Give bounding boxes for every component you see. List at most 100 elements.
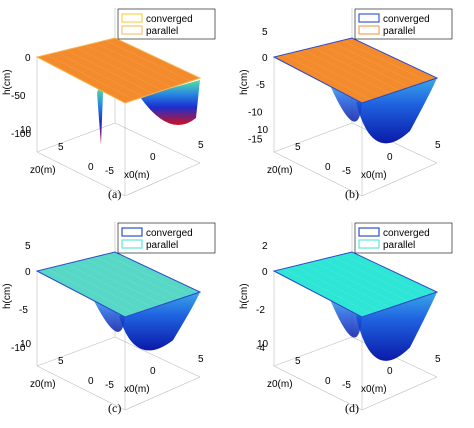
y-tick-label: 5 [58, 142, 64, 153]
z-tick-label: -10 [248, 107, 263, 118]
z-tick-label: -100 [11, 129, 31, 140]
z-tick-label: 0 [262, 267, 268, 278]
z-tick-label: -5 [19, 305, 28, 316]
x-tick-label: 0 [387, 366, 393, 377]
legend-label: converged [146, 228, 193, 239]
x-tick-label: 5 [435, 354, 441, 365]
y-tick-label: 5 [295, 356, 301, 367]
y-tick-label: 0 [88, 162, 94, 173]
x-axis-label: x0(m) [361, 170, 387, 181]
y-tick-label: 10 [20, 339, 32, 350]
surface-fold [329, 297, 362, 338]
surface-fold [329, 83, 362, 122]
surface-gridline [312, 261, 400, 305]
surface-top [272, 251, 439, 318]
x-tick-label: 0 [150, 152, 156, 163]
surface-gridline [303, 49, 391, 94]
surface-gridline [46, 268, 135, 315]
surface-top [35, 37, 202, 104]
surface-fold [356, 292, 437, 361]
axis-line [273, 151, 363, 197]
surface-gridline [332, 256, 419, 299]
y-axis-label: z0(m) [30, 379, 56, 390]
x-tick-label: 5 [198, 140, 204, 151]
figure-caption: (c) [108, 401, 121, 415]
surface-gridline [342, 40, 428, 82]
y-tick-label: 10 [257, 125, 269, 136]
surface-gridline [46, 54, 135, 101]
z-axis-label: h(cm) [2, 283, 13, 309]
z-tick-label: -4 [256, 343, 265, 354]
z-tick-label: 0 [25, 267, 31, 278]
y-tick-label: 5 [295, 142, 301, 153]
surface-gridline [85, 258, 173, 302]
x-axis-label: x0(m) [124, 170, 150, 181]
legend-swatch [358, 25, 380, 35]
surface-gridline [322, 258, 410, 302]
x-tick-label: 5 [435, 140, 441, 151]
surface-gridline [75, 47, 163, 91]
x-axis-label: x0(m) [124, 384, 150, 395]
surface-gridline [283, 54, 372, 101]
x-tick-label: 0 [150, 366, 156, 377]
y-tick-label: 5 [58, 356, 64, 367]
z-tick-label: -50 [11, 91, 26, 102]
y-tick-label: 0 [325, 376, 331, 387]
axis-line [273, 336, 353, 367]
legend-label: converged [383, 228, 430, 239]
legend-label: parallel [383, 240, 415, 251]
surface-spike [97, 87, 103, 145]
axis-line [351, 122, 438, 164]
axis-line [36, 122, 116, 153]
x-tick-label: 0 [387, 152, 393, 163]
axis-line [36, 336, 116, 367]
y-tick-label: 0 [325, 162, 331, 173]
y-tick-label: 10 [257, 339, 269, 350]
axes-box [36, 8, 201, 197]
surface-gridline [322, 44, 410, 88]
legend-swatch [358, 239, 380, 249]
surface-gridline [303, 263, 391, 308]
legend-swatch [121, 13, 143, 23]
surface-gridline [66, 49, 154, 94]
x-axis-label: x0(m) [361, 384, 387, 395]
y-tick-label: 0 [88, 376, 94, 387]
figure-caption: (a) [108, 187, 121, 201]
surface-gridline [95, 42, 182, 85]
axis-line [361, 162, 438, 197]
surface-top [272, 37, 439, 104]
surface-gridline [75, 261, 163, 305]
axis-line [114, 122, 201, 164]
surface-gridline [105, 254, 191, 296]
surface-gridline [85, 44, 173, 88]
z-tick-label: -2 [256, 305, 265, 316]
x-tick-label: 5 [198, 354, 204, 365]
legend-swatch [358, 13, 380, 23]
x-tick-label: -5 [105, 380, 114, 391]
surface-gridline [56, 265, 144, 312]
z-tick-label: -10 [11, 343, 26, 354]
legend-swatch [358, 227, 380, 237]
surface-gridline [95, 256, 182, 299]
surface-gridline [56, 51, 144, 98]
legend-label: parallel [383, 26, 415, 37]
z-tick-label: 0 [262, 53, 268, 64]
surface-fold [140, 80, 200, 125]
legend-label: parallel [146, 26, 178, 37]
x-tick-label: -5 [105, 166, 114, 177]
y-axis-label: z0(m) [30, 165, 56, 176]
z-tick-label: 2 [262, 241, 268, 252]
axis-line [124, 376, 201, 411]
surface-top [35, 251, 202, 318]
axis-line [361, 376, 438, 411]
z-axis-label: h(cm) [239, 69, 250, 95]
x-tick-label: -5 [342, 380, 351, 391]
axis-line [36, 151, 126, 197]
z-tick-label: -5 [256, 80, 265, 91]
x-tick-label: -5 [342, 166, 351, 177]
figure-caption: (d) [345, 401, 359, 415]
